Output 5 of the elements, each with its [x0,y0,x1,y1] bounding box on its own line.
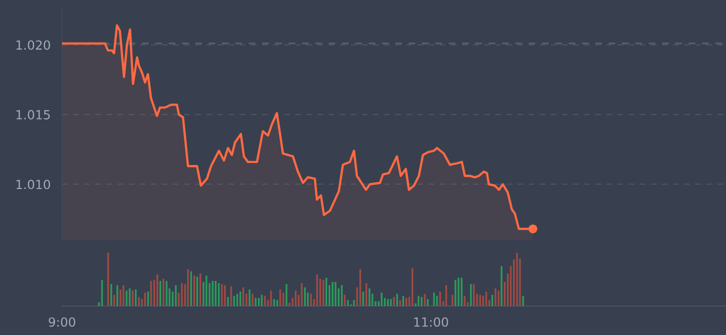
y-tick-label: 1.015 [16,110,50,120]
x-tick-label: 9:00 [48,317,76,327]
y-tick-label: 1.020 [16,40,50,50]
y-tick-label: 1.010 [16,180,50,190]
x-tick-label: 11:00 [414,317,448,327]
